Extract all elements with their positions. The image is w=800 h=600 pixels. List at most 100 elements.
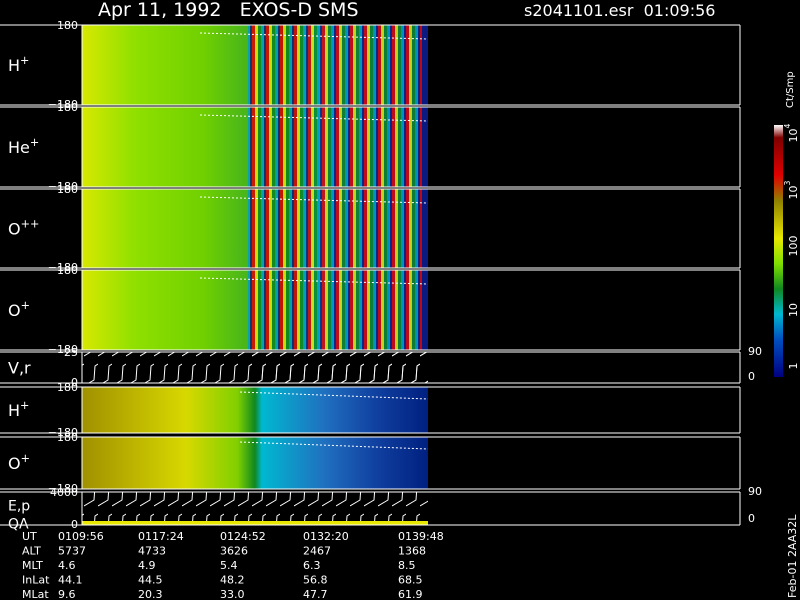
table-row-label: UT <box>22 530 37 543</box>
table-row-label: InLat <box>22 574 50 587</box>
y-tick-label: 180 <box>57 101 78 114</box>
spectrogram <box>82 437 428 489</box>
table-cell: 44.1 <box>58 574 83 587</box>
label-base: H <box>8 401 20 420</box>
table-cell: 8.5 <box>398 559 416 572</box>
label-sup: + <box>21 452 30 465</box>
right-tick-label: 0 <box>748 370 755 383</box>
table-cell: 1368 <box>398 545 426 558</box>
table-cell: 4.9 <box>138 559 156 572</box>
label-sup: + <box>20 54 29 67</box>
qa-bar <box>82 521 428 525</box>
sawtooth <box>82 492 428 525</box>
label-sup: + <box>20 399 29 412</box>
label: 100 <box>787 236 800 257</box>
sawtooth-red <box>250 352 428 383</box>
table-row-label: MLat <box>22 588 49 600</box>
table-cell: 68.5 <box>398 574 423 587</box>
y-tick-label: −180 <box>48 98 78 111</box>
spectrogram-edge <box>422 270 428 350</box>
spectrogram-stripes <box>248 270 422 350</box>
right-tick-label: 90 <box>748 345 762 358</box>
label-base: O <box>8 220 21 239</box>
table-cell: 5.4 <box>220 559 238 572</box>
table-cell: 61.9 <box>398 588 423 600</box>
y-tick-label: 0 <box>71 376 78 389</box>
colorbar-unit: Ct/Smp <box>785 71 796 108</box>
right-tick-label: 90 <box>748 485 762 498</box>
y-tick-label: 180 <box>57 381 78 394</box>
y-tick-label: −180 <box>48 426 78 439</box>
table-cell: 0124:52 <box>220 530 266 543</box>
label-base: He <box>8 138 30 157</box>
table-cell: 6.3 <box>303 559 321 572</box>
trace <box>239 441 429 450</box>
table-cell: 0109:56 <box>58 530 104 543</box>
label-sup: 4 <box>783 123 792 128</box>
label-base: O <box>8 454 21 473</box>
label-base: 10 <box>787 185 800 199</box>
label: 104 <box>783 123 800 142</box>
label: V,r <box>8 359 31 378</box>
label-base: V,r <box>8 359 31 378</box>
table-cell: 4.6 <box>58 559 76 572</box>
trace <box>239 391 429 400</box>
y-tick-label: −180 <box>48 343 78 356</box>
title: Apr 11, 1992 EXOS-D SMS <box>98 0 359 21</box>
label-sup: + <box>30 136 39 149</box>
label: O+ <box>8 452 30 473</box>
label: 10 <box>787 303 800 317</box>
table-cell: 9.6 <box>58 588 76 600</box>
y-tick-label: 180 <box>57 183 78 196</box>
table-cell: 47.7 <box>303 588 328 600</box>
y-tick-label: −180 <box>48 261 78 274</box>
table-cell: 33.0 <box>220 588 245 600</box>
y-tick-label: 180 <box>57 19 78 32</box>
spectrogram-edge <box>422 25 428 105</box>
label: 103 <box>783 180 800 199</box>
right-tick-label: 0 <box>748 512 755 525</box>
label-base: E,p <box>8 499 30 515</box>
label: O+ <box>8 299 30 320</box>
label-sup: ++ <box>21 218 40 231</box>
y-tick-label: 4000 <box>50 486 78 499</box>
table-cell: 3626 <box>220 545 248 558</box>
label: 1 <box>787 363 800 370</box>
table-cell: 56.8 <box>303 574 328 587</box>
table-row-label: ALT <box>22 545 41 558</box>
spectrogram-stripes <box>248 189 422 268</box>
footer-code: Feb-01 2AA32L <box>786 514 799 598</box>
spectrogram-edge <box>422 107 428 187</box>
spectrogram-edge <box>422 189 428 268</box>
table-cell: 0139:48 <box>398 530 444 543</box>
label: H+ <box>8 399 29 420</box>
label-base: 1 <box>787 363 800 370</box>
colorbar <box>774 125 783 377</box>
label: O++ <box>8 218 39 239</box>
y-tick-label: 180 <box>57 431 78 444</box>
spectrogram <box>82 387 428 433</box>
label-sup: 3 <box>783 180 792 185</box>
label: H+ <box>8 54 29 75</box>
label-base: 10 <box>787 303 800 317</box>
label-base: 100 <box>787 236 800 257</box>
table-cell: 48.2 <box>220 574 245 587</box>
y-tick-label: 0 <box>71 518 78 531</box>
label-base: O <box>8 301 21 320</box>
table-cell: 0132:20 <box>303 530 349 543</box>
table-row-label: MLT <box>22 559 43 572</box>
table-cell: 4733 <box>138 545 166 558</box>
spectrogram-stripes <box>248 107 422 187</box>
table-cell: 5737 <box>58 545 86 558</box>
table-cell: 2467 <box>303 545 331 558</box>
label-sup: + <box>21 299 30 312</box>
y-tick-label: 180 <box>57 264 78 277</box>
label: He+ <box>8 136 39 157</box>
table-cell: 44.5 <box>138 574 163 587</box>
table-cell: 0117:24 <box>138 530 184 543</box>
table-cell: 20.3 <box>138 588 163 600</box>
label-base: H <box>8 56 20 75</box>
label-line2: QA <box>8 517 29 533</box>
